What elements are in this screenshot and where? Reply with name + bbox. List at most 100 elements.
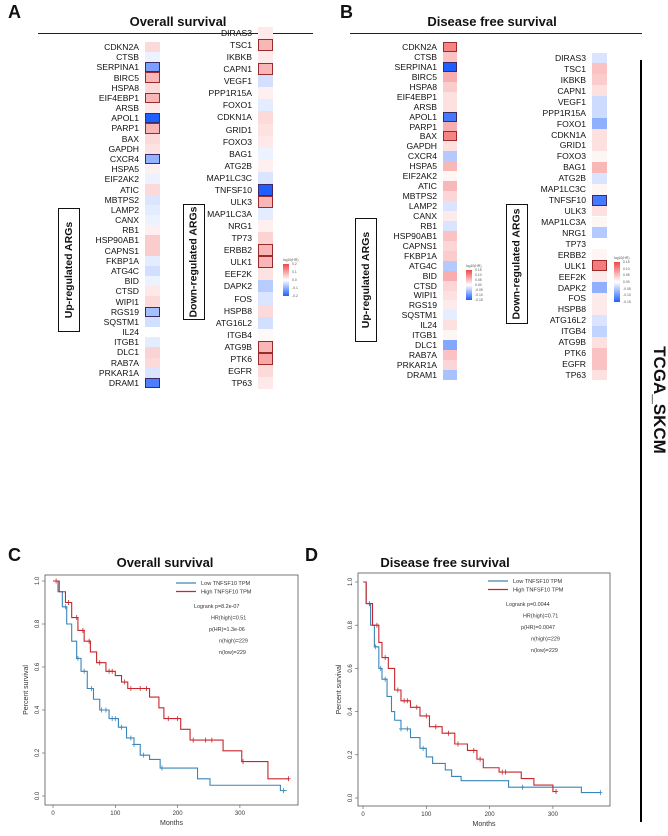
gene-label: ATG4C bbox=[110, 266, 139, 276]
gene-label: ITGB4 bbox=[227, 329, 252, 340]
legend-tick: -0.10 bbox=[475, 293, 483, 297]
legend-colorbar bbox=[283, 264, 289, 296]
panel-c-title: Overall survival bbox=[116, 555, 214, 570]
heatmap-cell bbox=[592, 96, 607, 108]
km-curve-low bbox=[363, 581, 601, 794]
gene-label: RGS19 bbox=[408, 300, 437, 311]
gene-label: HSP90AB1 bbox=[393, 230, 437, 241]
censor-mark bbox=[455, 741, 460, 747]
heatmap-cell bbox=[258, 208, 273, 221]
heatmap-cell bbox=[443, 151, 457, 162]
gene-label: CANX bbox=[115, 215, 139, 226]
gene-label: GRID1 bbox=[559, 140, 586, 151]
heatmap-cell bbox=[145, 164, 160, 175]
censor-mark bbox=[367, 601, 372, 607]
heatmap-cell bbox=[145, 62, 160, 73]
heatmap-cell bbox=[443, 230, 457, 241]
gene-label: NRG1 bbox=[562, 227, 586, 238]
heatmap-cell bbox=[145, 327, 160, 338]
gene-label: TP73 bbox=[231, 233, 252, 244]
censor-mark bbox=[398, 726, 403, 732]
heatmap-cell bbox=[258, 292, 273, 305]
y-axis-label: Percent survival bbox=[23, 665, 30, 715]
legend-tick: 0.2 bbox=[292, 262, 297, 266]
gene-label: TNFSF10 bbox=[548, 195, 586, 206]
stat-text: Logrank p=8.2e-07 bbox=[194, 604, 239, 610]
heatmap-cell bbox=[443, 131, 457, 142]
heatmap-cell bbox=[145, 52, 160, 63]
gene-label: ITGB1 bbox=[412, 330, 437, 341]
plot-frame bbox=[44, 574, 299, 806]
gene-label: FOXO3 bbox=[556, 151, 586, 162]
legend-title: log10(HR) bbox=[614, 256, 630, 260]
legend-tick: -0.2 bbox=[292, 294, 298, 298]
gene-label: HSP90AB1 bbox=[95, 235, 139, 246]
x-tick-label: 0 bbox=[361, 812, 365, 818]
heatmap-cell bbox=[258, 256, 273, 269]
gene-label: CTSB bbox=[116, 52, 139, 63]
y-tick-label: 0.2 bbox=[348, 750, 354, 759]
plot-frame bbox=[357, 572, 611, 807]
legend-tick: 0.15 bbox=[475, 268, 482, 272]
censor-mark bbox=[89, 686, 94, 691]
heatmap-cell bbox=[145, 92, 160, 103]
gene-label: CXCR4 bbox=[109, 154, 139, 164]
gene-label: ARSB bbox=[115, 103, 139, 114]
heatmap-cell bbox=[258, 87, 273, 100]
gene-label: HSPB8 bbox=[557, 304, 586, 315]
gene-label: APOL1 bbox=[111, 113, 139, 124]
y-tick-label: 0.8 bbox=[35, 619, 41, 628]
gene-label: DIRAS3 bbox=[554, 53, 586, 63]
gene-label: GAPDH bbox=[108, 143, 139, 154]
gene-label: EEF2K bbox=[558, 271, 586, 282]
stat-text: Logrank p=0.0044 bbox=[506, 602, 550, 608]
heatmap-cell bbox=[443, 191, 457, 202]
gene-label: IKBKB bbox=[226, 52, 252, 63]
censor-mark bbox=[598, 790, 603, 796]
censor-mark bbox=[209, 737, 214, 743]
gene-label: EGFR bbox=[562, 359, 586, 370]
heatmap-cell bbox=[592, 161, 607, 173]
censor-mark bbox=[478, 756, 483, 762]
censor-mark bbox=[119, 724, 124, 730]
heatmap-cell bbox=[145, 153, 160, 165]
heatmap-cell bbox=[145, 41, 160, 53]
heatmap-cell bbox=[145, 82, 160, 93]
panel-letter-c: C bbox=[8, 545, 21, 565]
censor-mark bbox=[54, 578, 59, 584]
legend-label: Low TNFSF10 TPM bbox=[201, 581, 251, 587]
stat-text: n(low)=229 bbox=[531, 648, 558, 654]
heatmap-cell bbox=[145, 113, 160, 124]
x-tick-label: 300 bbox=[548, 812, 559, 818]
y-tick-label: 0.0 bbox=[348, 793, 354, 802]
gene-label: DRAM1 bbox=[108, 378, 139, 388]
gene-label: ITGB1 bbox=[114, 337, 139, 348]
legend-tick: -0.10 bbox=[623, 293, 631, 298]
legend-tick: 0.05 bbox=[475, 278, 482, 282]
gene-label: EIF4EBP1 bbox=[396, 91, 437, 102]
censor-mark bbox=[405, 726, 410, 732]
heatmap-cell bbox=[592, 358, 607, 370]
stat-text: p(HR)=1.3e-06 bbox=[209, 627, 245, 633]
heatmap-cell bbox=[145, 204, 160, 215]
gene-label: CAPNS1 bbox=[402, 240, 437, 251]
legend-tick: -0.15 bbox=[475, 298, 483, 302]
censor-mark bbox=[80, 627, 85, 633]
gene-label: BIRC5 bbox=[411, 71, 437, 82]
gene-label: CTSD bbox=[413, 280, 437, 291]
gene-label: PTK6 bbox=[564, 348, 587, 359]
heatmap-cell bbox=[258, 183, 273, 196]
gene-label: ATG16L2 bbox=[215, 317, 252, 328]
gene-label: APOL1 bbox=[409, 111, 437, 122]
gene-label: MAP1LC3C bbox=[206, 172, 252, 183]
heatmap-cell bbox=[258, 244, 273, 257]
heatmap-cell bbox=[443, 101, 457, 112]
heatmap-cell bbox=[145, 265, 160, 277]
legend-tick: 0.10 bbox=[475, 273, 482, 277]
heatmap-cell bbox=[592, 129, 607, 140]
heatmap-cell bbox=[258, 123, 273, 136]
gene-label: RGS19 bbox=[110, 306, 139, 317]
x-tick-label: 0 bbox=[51, 811, 55, 817]
gene-label: DLC1 bbox=[117, 347, 139, 358]
heatmap-cell bbox=[592, 260, 607, 272]
